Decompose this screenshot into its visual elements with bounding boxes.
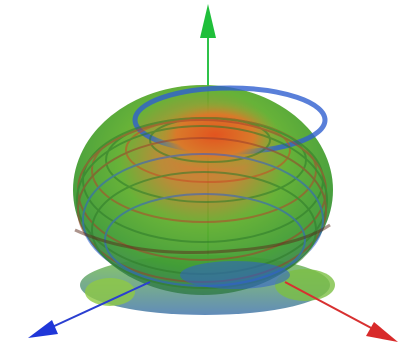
y-axis-arrow xyxy=(200,4,216,38)
volume-underside xyxy=(180,261,290,289)
volume-render-view xyxy=(0,0,409,358)
x-axis-arrow xyxy=(366,322,398,342)
z-axis-arrow xyxy=(28,320,58,338)
page: {} xyxy=(0,0,409,358)
